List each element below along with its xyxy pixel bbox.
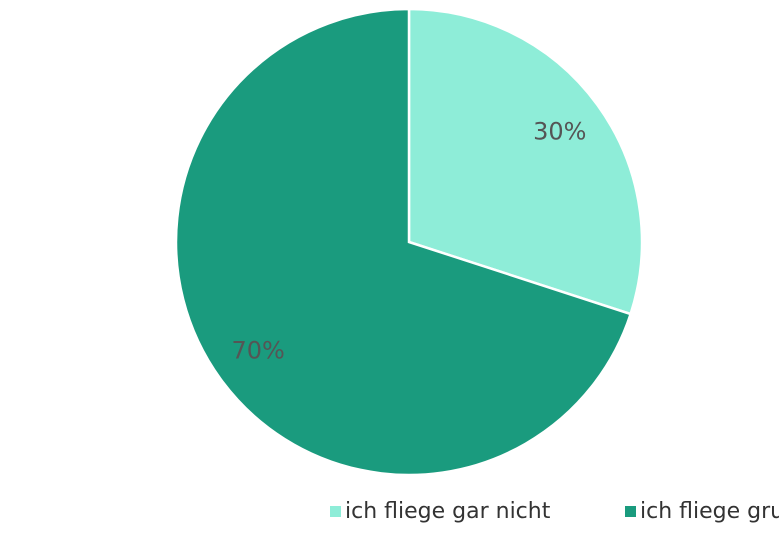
legend-label: ich fliege grundsätzlich schon <box>640 499 779 524</box>
pie-slice <box>407 7 644 316</box>
data-label: 70% <box>232 337 285 365</box>
pie-slice <box>174 7 633 477</box>
legend-swatch <box>330 506 341 517</box>
data-label: 30% <box>533 117 586 145</box>
legend-label: ich fliege gar nicht <box>345 499 551 524</box>
legend-swatch <box>625 506 636 517</box>
